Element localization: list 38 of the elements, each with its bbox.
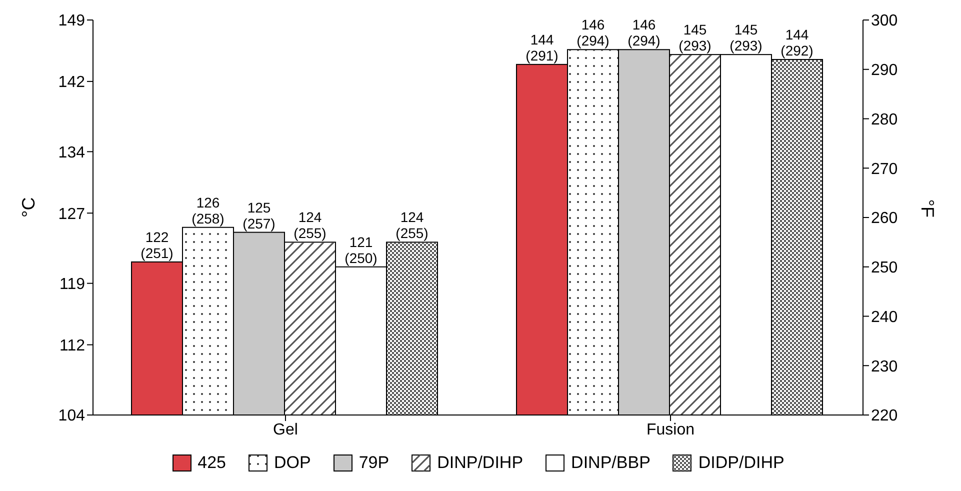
y2-tick-label: 290 [871, 62, 898, 80]
data-label: 145 (293) [678, 22, 712, 54]
data-label: 125 (257) [242, 199, 276, 232]
y-tick-label: 112 [59, 337, 86, 354]
y2-tick-label: 270 [871, 160, 898, 178]
x-tick-label: Fusion [646, 421, 695, 438]
y-tick-label: 142 [58, 74, 86, 92]
legend-label: DIDP/DIHP [698, 453, 784, 473]
data-label: 144 (292) [780, 26, 814, 58]
data-label: 146 (294) [628, 16, 660, 49]
legend-label: 425 [198, 453, 226, 473]
y2-tick-label: 280 [871, 111, 898, 128]
data-label: 124 (255) [396, 209, 428, 242]
y-tick-label: 127 [58, 206, 86, 223]
x-tick-label: Gel [273, 421, 298, 438]
legend-label: DINP/DIHP [437, 453, 524, 473]
data-label: 145 (293) [730, 22, 762, 54]
y-tick-label: 134 [58, 144, 86, 162]
y2-tick-label: 230 [871, 358, 898, 376]
y2-tick-label: 260 [871, 210, 898, 228]
data-label: 144 (291) [526, 31, 558, 64]
data-label: 124 (255) [294, 209, 326, 242]
legend-label: DOP [274, 453, 311, 473]
data-label: 121 (250) [344, 234, 378, 266]
legend-label: 79P [358, 453, 390, 473]
y2-tick-label: 300 [871, 12, 898, 30]
data-label: 126 (258) [192, 194, 224, 226]
legend-label: DINP/BBP [571, 453, 650, 473]
y2-axis-title: °F [918, 199, 938, 218]
y-tick-label: 149 [58, 12, 86, 30]
y-tick-label: 104 [58, 408, 86, 425]
y2-tick-label: 250 [871, 260, 898, 277]
y2-tick-label: 240 [871, 308, 898, 326]
y2-tick-label: 220 [871, 408, 898, 425]
y-axis-title: °C [18, 197, 38, 218]
data-label: 122 (251) [140, 228, 174, 261]
data-label: 146 (294) [576, 16, 610, 49]
y-tick-label: 119 [59, 276, 86, 294]
